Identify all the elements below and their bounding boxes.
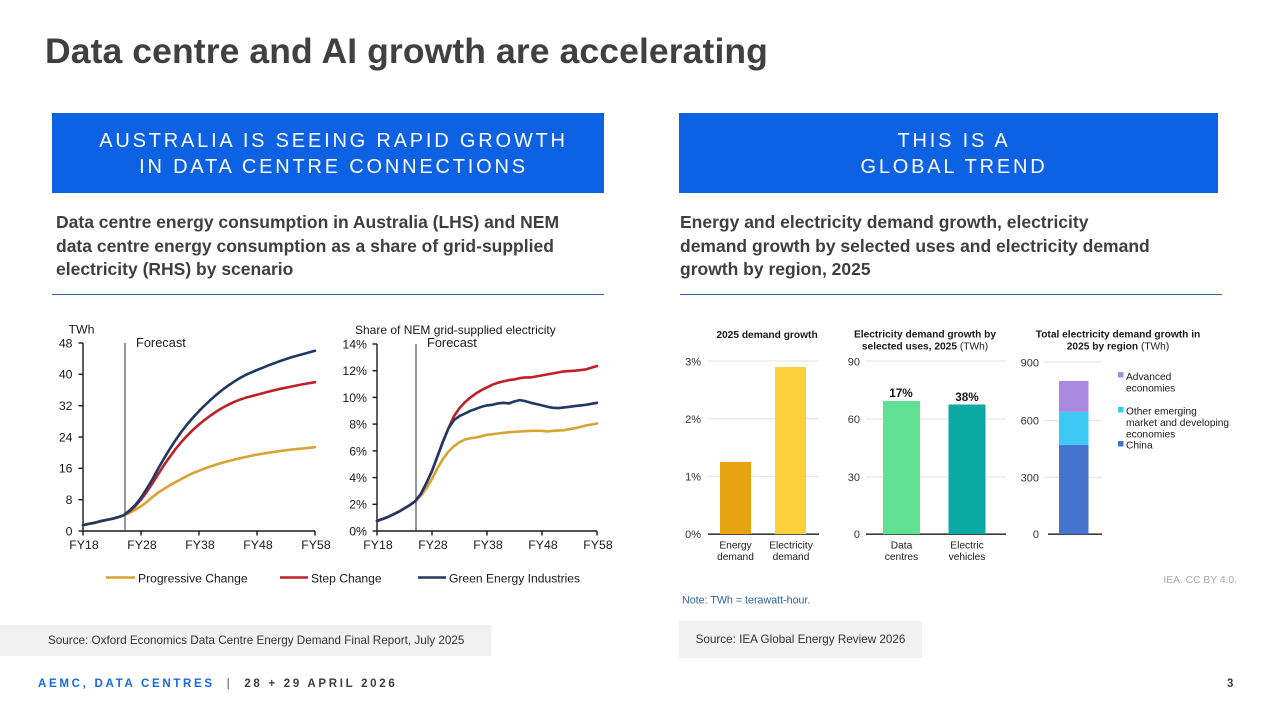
svg-text:Step Change: Step Change [311, 572, 382, 586]
svg-text:FY48: FY48 [243, 538, 273, 552]
svg-text:16: 16 [59, 462, 73, 476]
svg-text:Note: TWh = terawatt-hour.: Note: TWh = terawatt-hour. [682, 595, 810, 607]
svg-text:10%: 10% [342, 391, 367, 405]
svg-text:Total electricity demand growt: Total electricity demand growth in [1036, 330, 1201, 341]
svg-text:FY38: FY38 [185, 538, 215, 552]
svg-text:Advanced: Advanced [1126, 372, 1172, 383]
svg-text:FY48: FY48 [528, 538, 558, 552]
svg-text:600: 600 [1021, 416, 1039, 428]
svg-text:demand: demand [773, 552, 810, 563]
svg-text:2%: 2% [685, 414, 701, 426]
svg-text:Electricity demand growth by: Electricity demand growth by [854, 330, 996, 341]
svg-text:Share of NEM grid-supplied ele: Share of NEM grid-supplied electricity [355, 323, 556, 337]
svg-text:60: 60 [848, 414, 860, 426]
svg-text:Forecast: Forecast [136, 335, 186, 350]
svg-text:0: 0 [854, 529, 860, 541]
svg-text:0: 0 [66, 524, 73, 538]
svg-text:900: 900 [1021, 357, 1039, 369]
svg-text:centres: centres [885, 552, 918, 563]
svg-text:IEA. CC BY 4.0.: IEA. CC BY 4.0. [1163, 575, 1237, 586]
svg-text:Green Energy Industries: Green Energy Industries [449, 572, 580, 586]
svg-text:Other emerging: Other emerging [1126, 407, 1197, 418]
svg-text:FY38: FY38 [473, 538, 503, 552]
svg-text:8%: 8% [349, 418, 367, 432]
svg-text:Electricity: Electricity [769, 541, 813, 552]
svg-text:economies: economies [1126, 384, 1175, 395]
svg-text:market and developing: market and developing [1126, 418, 1229, 429]
svg-text:3%: 3% [685, 356, 701, 368]
svg-text:48: 48 [59, 336, 73, 350]
svg-text:17%: 17% [889, 386, 913, 400]
svg-text:32: 32 [59, 399, 73, 413]
svg-text:Forecast: Forecast [427, 335, 477, 350]
svg-text:FY28: FY28 [418, 538, 448, 552]
svg-text:FY18: FY18 [69, 538, 99, 552]
svg-text:1%: 1% [685, 472, 701, 484]
svg-text:2%: 2% [349, 498, 367, 512]
svg-text:Progressive Change: Progressive Change [138, 572, 248, 586]
svg-text:12%: 12% [342, 364, 367, 378]
svg-text:TWh: TWh [69, 323, 95, 337]
svg-text:6%: 6% [349, 444, 367, 458]
svg-text:FY58: FY58 [583, 538, 613, 552]
svg-text:FY58: FY58 [301, 538, 331, 552]
svg-text:38%: 38% [955, 390, 979, 404]
svg-text:China: China [1126, 441, 1153, 452]
svg-text:4%: 4% [349, 471, 367, 485]
svg-text:2025 demand growth: 2025 demand growth [716, 330, 817, 341]
svg-text:FY28: FY28 [127, 538, 157, 552]
svg-text:Data: Data [891, 541, 913, 552]
svg-text:FY18: FY18 [363, 538, 393, 552]
svg-text:300: 300 [1021, 472, 1039, 484]
svg-text:30: 30 [848, 472, 860, 484]
svg-text:economies: economies [1126, 430, 1175, 441]
svg-text:Electric: Electric [950, 541, 983, 552]
svg-text:vehicles: vehicles [949, 552, 986, 563]
svg-text:2025 by region (TWh): 2025 by region (TWh) [1067, 342, 1169, 353]
svg-text:0%: 0% [349, 524, 367, 538]
svg-text:0%: 0% [685, 529, 701, 541]
svg-text:90: 90 [848, 356, 860, 368]
svg-text:0: 0 [1033, 529, 1039, 541]
svg-text:Energy: Energy [719, 541, 752, 552]
svg-text:demand: demand [717, 552, 754, 563]
svg-text:8: 8 [66, 493, 73, 507]
svg-text:14%: 14% [342, 337, 367, 351]
svg-text:selected uses, 2025 (TWh): selected uses, 2025 (TWh) [862, 342, 988, 353]
svg-text:24: 24 [59, 430, 73, 444]
svg-text:40: 40 [59, 368, 73, 382]
